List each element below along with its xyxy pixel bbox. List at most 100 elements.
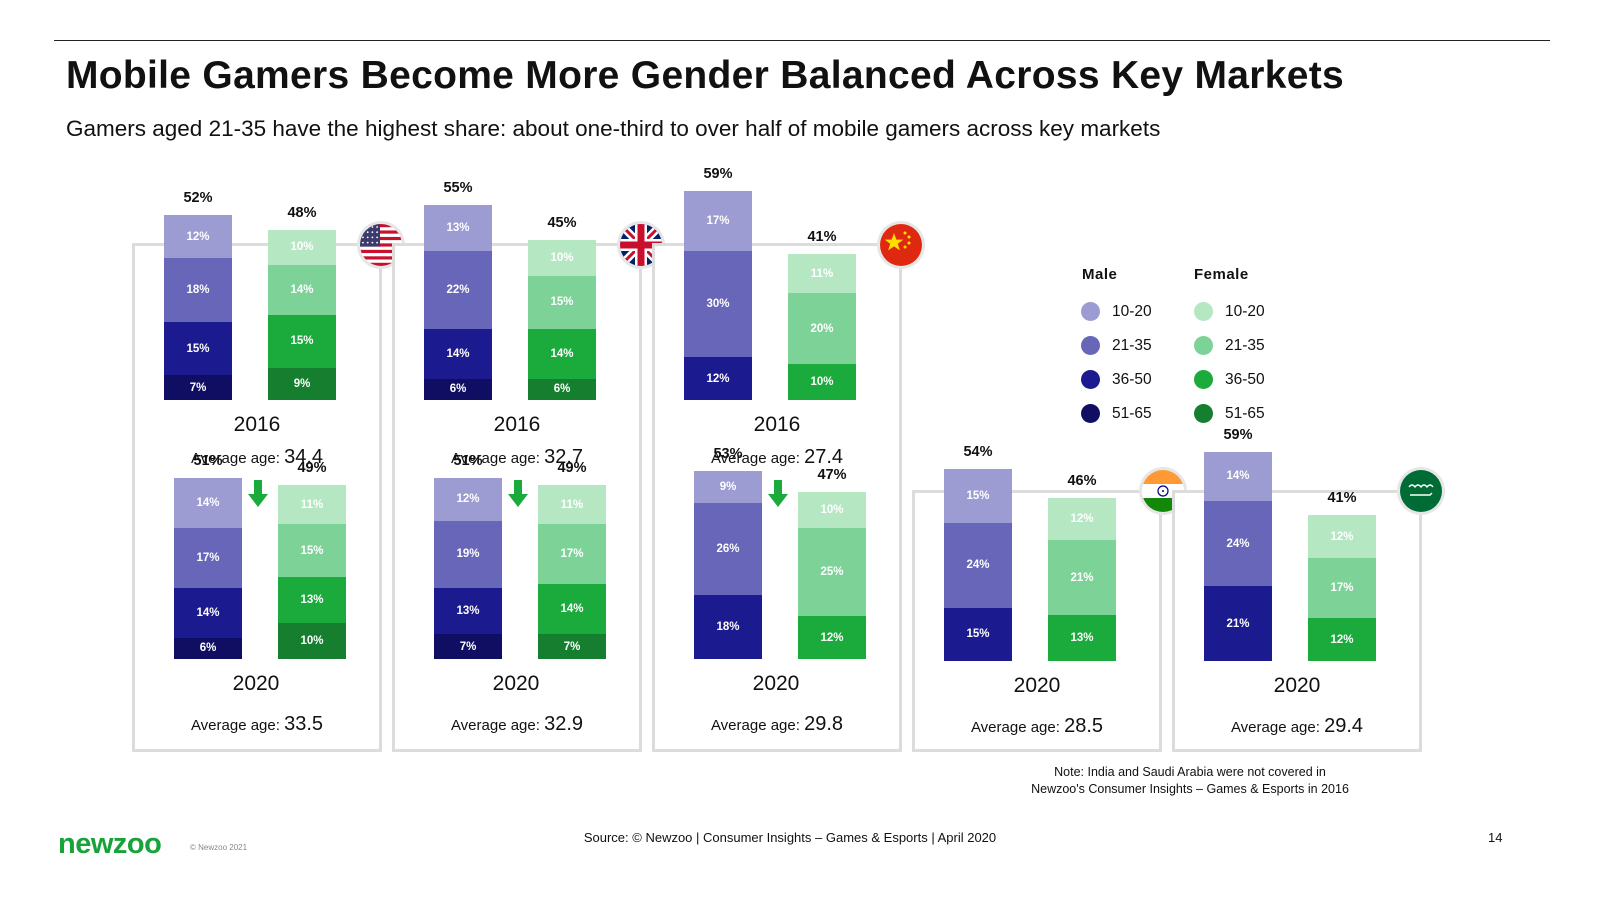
bar-segment: 24% bbox=[1204, 501, 1272, 587]
year-label: 2020 bbox=[752, 672, 800, 695]
average-age: Average age: 34.4 bbox=[157, 446, 357, 469]
bar-segment: 10% bbox=[278, 623, 346, 659]
average-age-value: 34.4 bbox=[284, 446, 324, 468]
legend-item-female-51-65: 51-65 bbox=[1194, 404, 1265, 423]
legend-item-male-21-35: 21-35 bbox=[1081, 336, 1152, 355]
legend-swatch bbox=[1194, 302, 1213, 321]
stacked-bar: 13% 21% 12% bbox=[1048, 497, 1116, 661]
bar-segment: 11% bbox=[538, 485, 606, 525]
average-age-value: 27.4 bbox=[804, 446, 844, 468]
bar-segment: 14% bbox=[528, 329, 596, 379]
saudi-flag-icon bbox=[1400, 470, 1442, 512]
bar-segment: 14% bbox=[538, 584, 606, 635]
legend-item-male-51-65: 51-65 bbox=[1081, 404, 1152, 423]
average-age-label: Average age: bbox=[190, 717, 280, 734]
bar-total-label: 55% bbox=[443, 179, 473, 196]
stacked-bar: 10% 20% 11% bbox=[788, 254, 856, 400]
bar-segment: 14% bbox=[268, 265, 336, 315]
bar-segment: 17% bbox=[174, 527, 242, 588]
bar-segment: 12% bbox=[164, 215, 232, 258]
bar-total-label: 59% bbox=[703, 165, 733, 182]
bar-segment: 21% bbox=[1048, 540, 1116, 615]
year-label: 2016 bbox=[753, 413, 801, 436]
bar-total-label: 51% bbox=[453, 452, 483, 469]
average-age-value: 32.7 bbox=[544, 446, 584, 468]
year-label: 2016 bbox=[233, 413, 281, 436]
page-subtitle: Gamers aged 21-35 have the highest share… bbox=[66, 116, 1161, 141]
bar-segment: 21% bbox=[1204, 586, 1272, 661]
stacked-bar: 12% 25% 10% bbox=[798, 492, 866, 659]
stacked-bar: 7% 14% 17% 11% bbox=[538, 485, 606, 659]
bar-total-label: 41% bbox=[807, 229, 837, 246]
bar-segment: 15% bbox=[944, 607, 1012, 661]
average-age: Average age: 28.5 bbox=[937, 715, 1137, 738]
coverage-note: Note: India and Saudi Arabia were not co… bbox=[1031, 765, 1349, 796]
bar-segment: 7% bbox=[164, 375, 232, 400]
bar-segment: 24% bbox=[944, 522, 1012, 608]
average-age-label: Average age: bbox=[710, 717, 800, 734]
bar-segment: 10% bbox=[798, 492, 866, 528]
average-age: Average age: 32.9 bbox=[417, 713, 617, 736]
stacked-bar: 6% 14% 17% 14% bbox=[174, 477, 242, 659]
bar-segment: 15% bbox=[944, 469, 1012, 523]
stacked-bar: 18% 26% 9% bbox=[694, 470, 762, 659]
average-age-value: 29.8 bbox=[804, 713, 844, 735]
bar-total-label: 48% bbox=[287, 204, 317, 221]
page-title: Mobile Gamers Become More Gender Balance… bbox=[66, 54, 1345, 97]
bar-segment: 12% bbox=[434, 477, 502, 521]
china-flag-icon bbox=[880, 224, 922, 266]
legend-swatch bbox=[1194, 404, 1213, 423]
average-age: Average age: 33.5 bbox=[157, 713, 357, 736]
bar-segment: 11% bbox=[278, 485, 346, 525]
bar-total-label: 49% bbox=[297, 460, 327, 477]
bar-segment: 10% bbox=[788, 364, 856, 400]
bar-segment: 6% bbox=[174, 637, 242, 659]
legend-item-female-21-35: 21-35 bbox=[1194, 336, 1265, 355]
down-arrow-icon bbox=[768, 480, 788, 508]
bar-segment: 12% bbox=[1048, 497, 1116, 541]
stacked-bar: 12% 17% 12% bbox=[1308, 515, 1376, 661]
legend-female-title: Female bbox=[1194, 266, 1249, 283]
bar-segment: 13% bbox=[1048, 614, 1116, 661]
stacked-bar: 9% 15% 14% 10% bbox=[268, 229, 336, 400]
average-age-value: 32.9 bbox=[544, 713, 584, 735]
average-age: Average age: 27.4 bbox=[677, 446, 877, 469]
bar-segment: 15% bbox=[528, 275, 596, 329]
bar-segment: 15% bbox=[278, 524, 346, 578]
bar-total-label: 59% bbox=[1223, 426, 1253, 443]
bar-total-label: 45% bbox=[547, 215, 577, 232]
average-age: Average age: 29.8 bbox=[677, 713, 877, 736]
bar-segment: 13% bbox=[434, 588, 502, 635]
bar-segment: 15% bbox=[268, 314, 336, 369]
bar-segment: 15% bbox=[164, 321, 232, 376]
year-label: 2020 bbox=[492, 672, 540, 695]
bar-segment: 25% bbox=[798, 527, 866, 617]
bar-total-label: 51% bbox=[193, 452, 223, 469]
legend-item-male-36-50: 36-50 bbox=[1081, 370, 1152, 389]
bar-total-label: 52% bbox=[183, 190, 213, 207]
legend-item-female-10-20: 10-20 bbox=[1194, 302, 1265, 321]
us-flag-icon bbox=[360, 224, 402, 266]
year-label: 2020 bbox=[1273, 674, 1321, 697]
legend-swatch bbox=[1194, 336, 1213, 355]
down-arrow-icon bbox=[508, 480, 528, 508]
bar-segment: 6% bbox=[528, 378, 596, 400]
legend-swatch bbox=[1081, 404, 1100, 423]
stacked-bar: 6% 14% 15% 10% bbox=[528, 240, 596, 400]
bar-segment: 11% bbox=[788, 254, 856, 294]
average-age-value: 33.5 bbox=[284, 713, 324, 735]
stacked-bar: 21% 24% 14% bbox=[1204, 451, 1272, 661]
bar-segment: 12% bbox=[1308, 618, 1376, 661]
average-age-value: 28.5 bbox=[1064, 715, 1104, 737]
bar-segment: 18% bbox=[164, 258, 232, 322]
bar-segment: 14% bbox=[174, 588, 242, 638]
bar-segment: 14% bbox=[174, 477, 242, 528]
bar-segment: 12% bbox=[798, 616, 866, 659]
year-label: 2020 bbox=[232, 672, 280, 695]
bar-total-label: 47% bbox=[817, 467, 847, 484]
legend-swatch bbox=[1194, 370, 1213, 389]
bar-segment: 26% bbox=[694, 502, 762, 596]
year-label: 2020 bbox=[1013, 674, 1061, 697]
bar-segment: 7% bbox=[538, 634, 606, 659]
average-age-label: Average age: bbox=[1230, 719, 1320, 736]
